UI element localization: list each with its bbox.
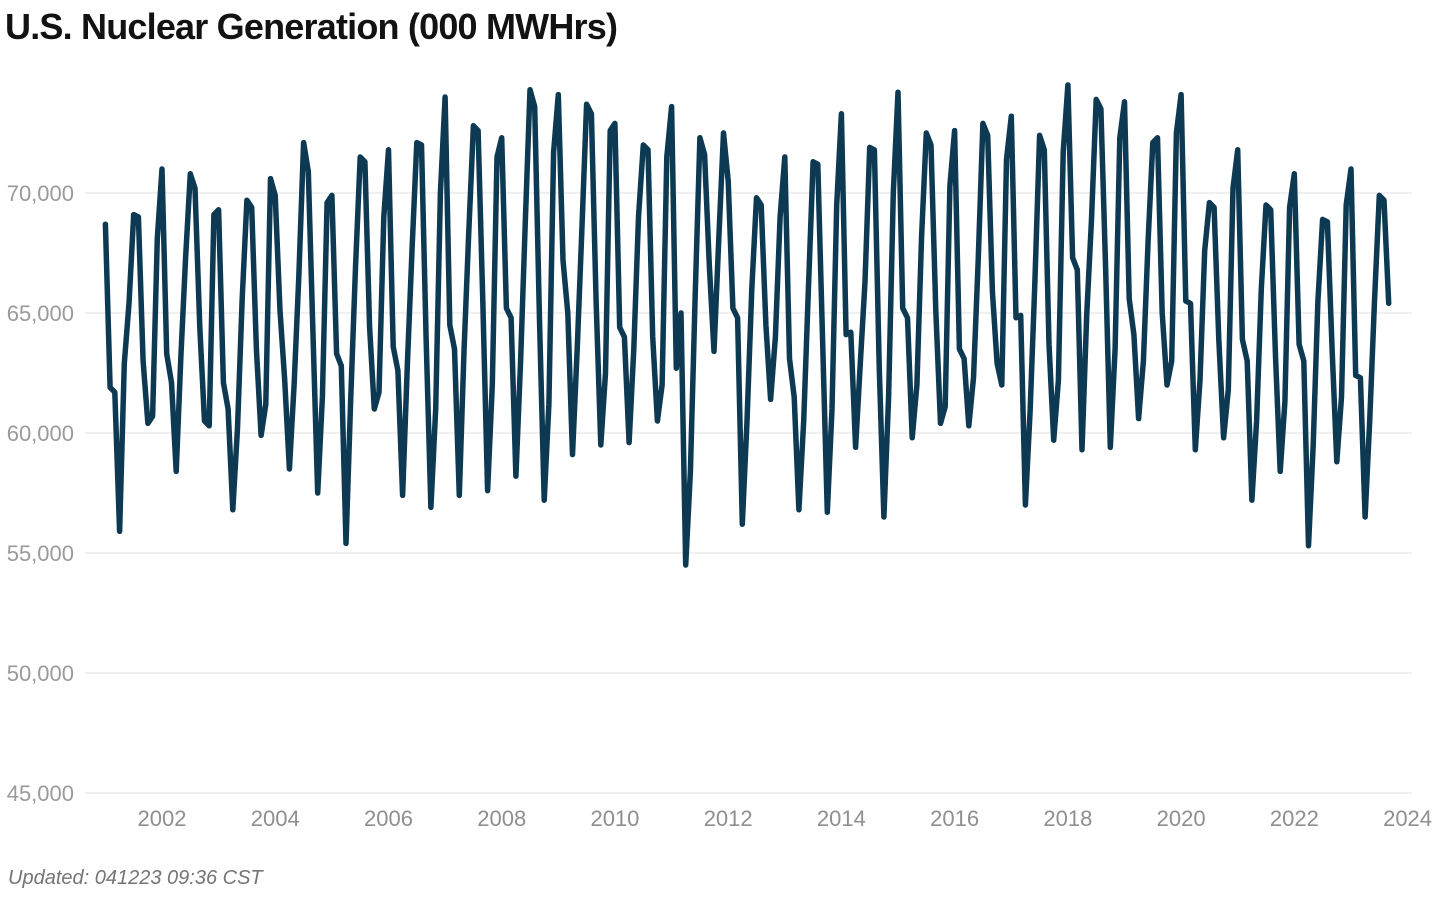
x-axis-tick-label: 2006 bbox=[364, 806, 413, 831]
y-axis-tick-label: 60,000 bbox=[7, 421, 74, 446]
y-axis-tick-label: 65,000 bbox=[7, 301, 74, 326]
x-axis-tick-label: 2004 bbox=[251, 806, 300, 831]
x-axis-tick-label: 2016 bbox=[930, 806, 979, 831]
x-axis-tick-label: 2024 bbox=[1383, 806, 1432, 831]
x-axis-tick-label: 2014 bbox=[817, 806, 866, 831]
nuclear-generation-line-chart: 70,000 65,000 60,000 55,000 50,000 45,000 2002… bbox=[7, 82, 1432, 831]
x-axis-tick-label: 2012 bbox=[704, 806, 753, 831]
x-axis-tick-label: 2018 bbox=[1043, 806, 1092, 831]
updated-timestamp: Updated: 041223 09:36 CST bbox=[8, 867, 263, 889]
x-axis-tick-label: 2010 bbox=[590, 806, 639, 831]
y-axis-tick-label: 70,000 bbox=[7, 181, 74, 206]
y-axis-tick-label: 55,000 bbox=[7, 541, 74, 566]
x-axis-tick-label: 2020 bbox=[1157, 806, 1206, 831]
generation-line-series bbox=[102, 82, 1392, 568]
chart-title: U.S. Nuclear Generation (000 MWHrs) bbox=[5, 6, 618, 47]
y-axis-tick-label: 45,000 bbox=[7, 781, 74, 806]
y-axis-tick-label: 50,000 bbox=[7, 661, 74, 686]
x-axis-tick-label: 2022 bbox=[1270, 806, 1319, 831]
x-axis-tick-label: 2002 bbox=[138, 806, 187, 831]
x-axis-tick-label: 2008 bbox=[477, 806, 526, 831]
